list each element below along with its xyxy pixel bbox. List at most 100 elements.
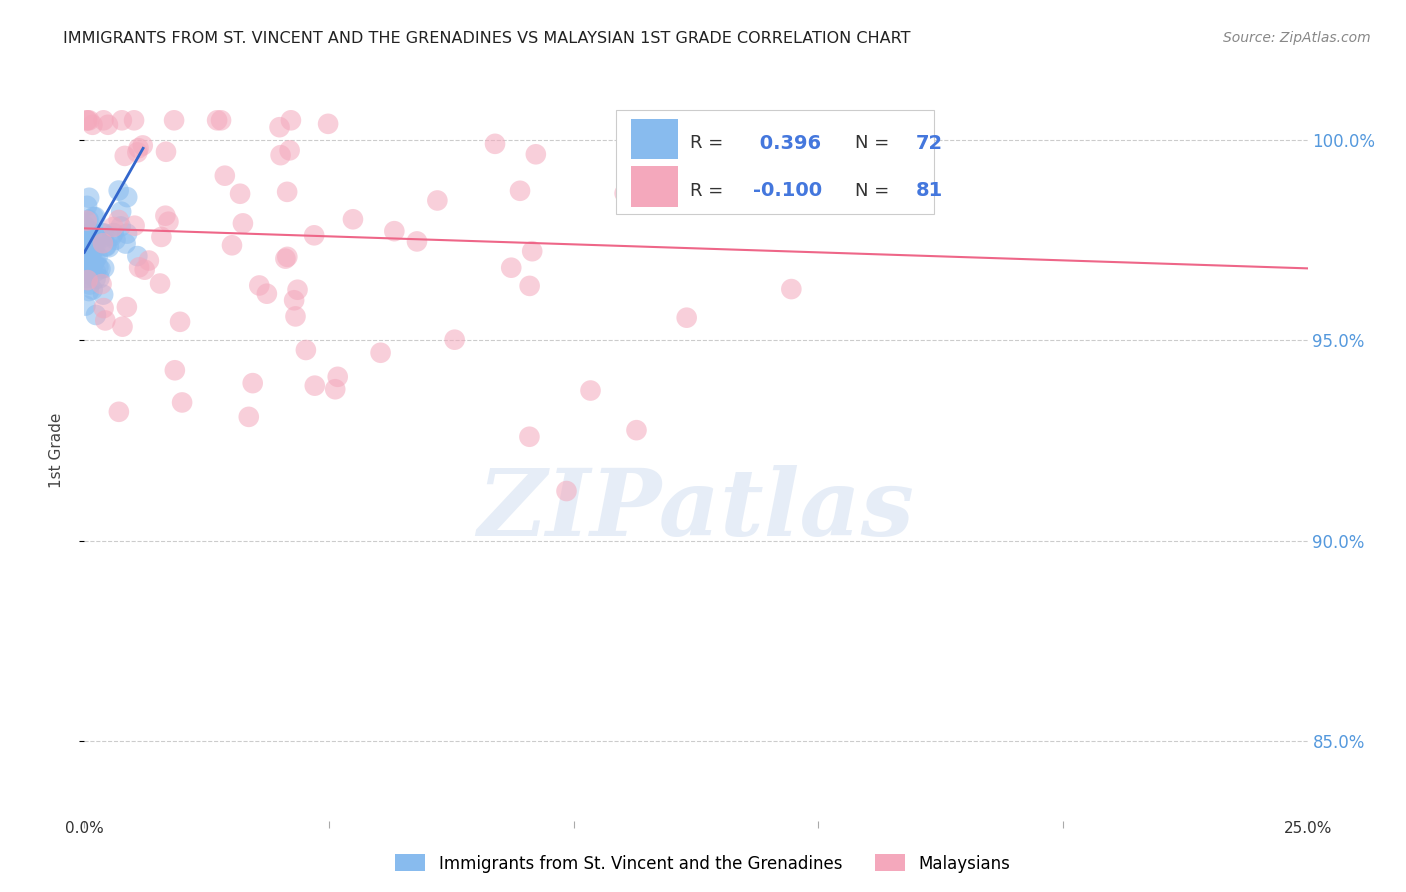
- Point: [284, 310, 307, 324]
- Point: [75, 264, 97, 278]
- Point: [91, 230, 114, 244]
- Point: [96, 239, 118, 253]
- Point: [87, 260, 110, 274]
- Text: 72: 72: [917, 134, 943, 153]
- Point: [75, 228, 97, 243]
- Text: ZIPatlas: ZIPatlas: [478, 465, 914, 555]
- Point: [101, 229, 124, 244]
- Point: [115, 190, 138, 204]
- Point: [73, 265, 96, 279]
- Text: 81: 81: [917, 181, 943, 200]
- Point: [73, 246, 96, 260]
- Point: [110, 204, 132, 219]
- Point: [90, 277, 112, 291]
- Point: [77, 242, 100, 256]
- Point: [84, 308, 107, 322]
- Point: [75, 233, 97, 247]
- Point: [149, 277, 172, 291]
- Point: [115, 300, 138, 314]
- Point: [76, 113, 98, 128]
- Point: [114, 149, 136, 163]
- Point: [91, 287, 114, 301]
- Point: [75, 232, 97, 246]
- Point: [76, 270, 98, 285]
- Point: [84, 272, 107, 286]
- Point: [128, 260, 150, 275]
- Text: N =: N =: [855, 134, 896, 152]
- Point: [103, 219, 125, 234]
- Point: [108, 405, 131, 419]
- Point: [82, 118, 104, 132]
- Point: [150, 230, 173, 244]
- Point: [501, 260, 523, 275]
- Point: [83, 254, 105, 268]
- Point: [107, 184, 129, 198]
- Point: [127, 249, 149, 263]
- Point: [75, 244, 97, 258]
- Point: [77, 223, 100, 237]
- Point: [82, 283, 104, 297]
- Point: [93, 227, 115, 241]
- Point: [519, 430, 541, 444]
- Point: [73, 252, 96, 266]
- Point: [89, 271, 111, 285]
- Point: [138, 253, 160, 268]
- Point: [509, 184, 531, 198]
- Point: [132, 138, 155, 153]
- Point: [304, 378, 326, 392]
- Point: [382, 224, 405, 238]
- Point: [77, 212, 100, 227]
- Point: [79, 225, 101, 239]
- Point: [77, 284, 100, 298]
- Point: [77, 191, 100, 205]
- Point: [79, 253, 101, 268]
- Point: [93, 113, 115, 128]
- Point: [75, 229, 97, 244]
- Point: [247, 278, 270, 293]
- Point: [93, 301, 115, 315]
- Point: [82, 210, 104, 224]
- Point: [115, 227, 138, 241]
- Point: [79, 277, 101, 292]
- Point: [93, 260, 115, 275]
- Point: [613, 186, 636, 201]
- FancyBboxPatch shape: [616, 110, 935, 213]
- Point: [675, 310, 697, 325]
- Point: [209, 113, 232, 128]
- Point: [75, 231, 97, 245]
- Point: [83, 228, 105, 243]
- Point: [295, 343, 318, 357]
- Point: [84, 210, 107, 224]
- Point: [104, 233, 127, 247]
- Point: [524, 147, 547, 161]
- Text: 0.0%: 0.0%: [65, 821, 104, 836]
- Point: [134, 262, 156, 277]
- Legend: Immigrants from St. Vincent and the Grenadines, Malaysians: Immigrants from St. Vincent and the Gren…: [388, 847, 1018, 880]
- Point: [242, 376, 264, 391]
- Point: [326, 369, 349, 384]
- Point: [283, 293, 305, 308]
- Point: [82, 238, 104, 252]
- Point: [73, 234, 96, 248]
- Point: [155, 209, 177, 223]
- Point: [111, 319, 134, 334]
- Point: [278, 144, 301, 158]
- Point: [76, 257, 98, 271]
- Point: [76, 252, 98, 266]
- Point: [342, 212, 364, 227]
- Point: [77, 248, 100, 262]
- Point: [163, 363, 186, 377]
- Bar: [631, 166, 678, 207]
- Point: [86, 250, 108, 264]
- Point: [122, 113, 145, 128]
- Point: [124, 219, 146, 233]
- Point: [626, 423, 648, 437]
- Point: [76, 273, 98, 287]
- Text: R =: R =: [690, 134, 728, 152]
- Text: R =: R =: [690, 182, 728, 200]
- Point: [79, 256, 101, 270]
- Text: 0.396: 0.396: [754, 134, 821, 153]
- Point: [169, 315, 191, 329]
- Point: [76, 113, 98, 128]
- Point: [316, 117, 339, 131]
